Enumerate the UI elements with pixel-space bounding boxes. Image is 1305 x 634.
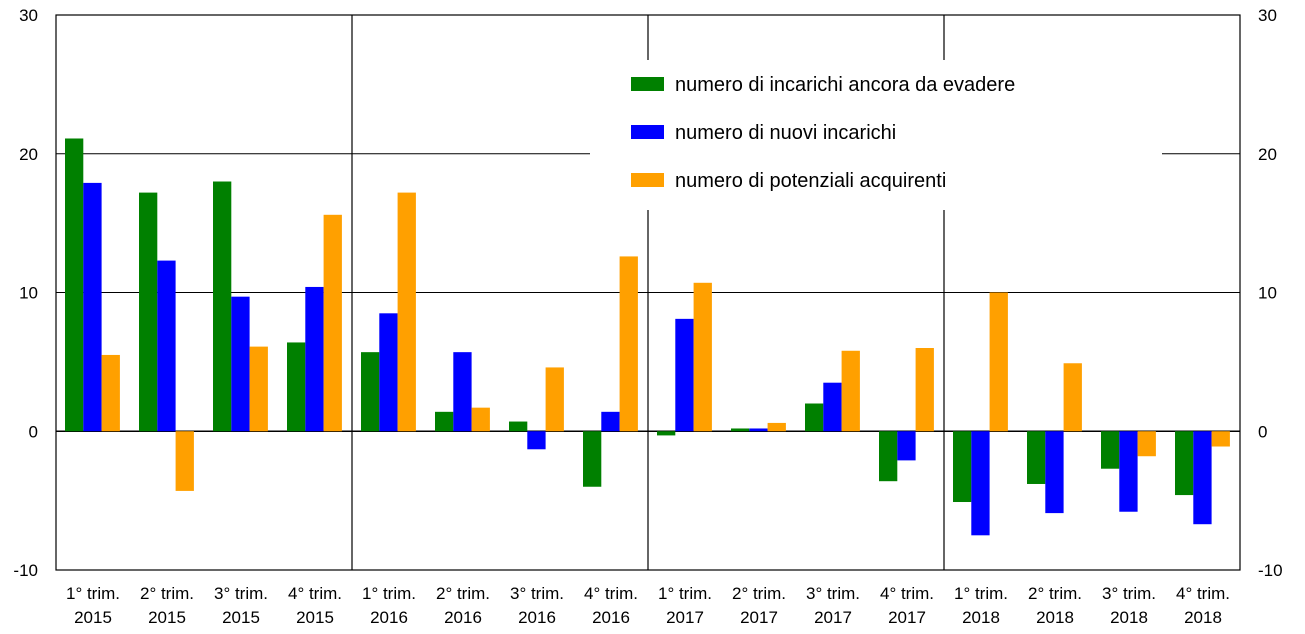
bar-series-2-cat-10: [749, 428, 768, 432]
bar-series-1-cat-12: [879, 431, 898, 482]
bar-series-1-cat-7: [509, 421, 528, 432]
bar-series-2-cat-2: [157, 260, 176, 432]
bar-series-3-cat-6: [471, 407, 490, 432]
x-tick-label: 2° trim. 2017: [732, 584, 786, 627]
legend-label: numero di nuovi incarichi: [675, 122, 896, 144]
legend-swatch: [631, 173, 664, 187]
bar-series-3-cat-7: [545, 367, 564, 432]
bar-series-2-cat-9: [675, 318, 694, 432]
bar-series-3-cat-14: [1063, 363, 1082, 432]
bar-series-1-cat-8: [583, 431, 602, 487]
y-axis-right: -10 0 10 20 30: [1258, 6, 1283, 580]
legend-swatch: [631, 77, 664, 91]
x-tick-label: 1° trim. 2015: [66, 584, 120, 627]
y-axis-left: -10 0 10 20 30: [13, 6, 38, 580]
x-tick-label: 3° trim. 2018: [1102, 584, 1156, 627]
x-tick-label: 4° trim. 2018: [1176, 584, 1230, 627]
bar-series-2-cat-16: [1193, 431, 1212, 525]
bar-series-1-cat-16: [1175, 431, 1194, 496]
bar-series-1-cat-3: [213, 181, 232, 432]
bar-series-2-cat-5: [379, 313, 398, 432]
bar-series-3-cat-3: [249, 346, 268, 432]
x-tick-label: 2° trim. 2016: [436, 584, 490, 627]
x-tick-label: 3° trim. 2016: [510, 584, 564, 627]
x-axis: 1° trim. 2015 2° trim. 2015 3° trim. 2015 4° t…: [66, 584, 1230, 627]
legend: numero di incarichi ancora da evadere num…: [590, 60, 1162, 210]
bar-series-1-cat-4: [287, 342, 306, 432]
y-tick-left: -10: [13, 561, 38, 580]
x-tick-label: 2° trim. 2018: [1028, 584, 1082, 627]
bar-series-3-cat-5: [397, 192, 416, 432]
bar-series-3-cat-10: [767, 422, 786, 432]
legend-label: numero di potenziali acquirenti: [675, 170, 946, 192]
bar-series-2-cat-14: [1045, 431, 1064, 514]
x-tick-label: 3° trim. 2015: [214, 584, 268, 627]
bar-series-1-cat-15: [1101, 431, 1120, 469]
bar-series-2-cat-4: [305, 286, 324, 432]
bar-series-3-cat-4: [323, 214, 342, 432]
legend-swatch: [631, 125, 664, 139]
bar-series-2-cat-1: [83, 182, 102, 432]
bar-series-1-cat-14: [1027, 431, 1046, 484]
bar-series-3-cat-8: [619, 256, 638, 432]
x-tick-label: 1° trim. 2017: [658, 584, 712, 627]
legend-background: [590, 60, 1162, 210]
x-tick-label: 2° trim. 2015: [140, 584, 194, 627]
bar-series-2-cat-3: [231, 296, 250, 432]
bar-series-3-cat-13: [989, 292, 1008, 432]
y-tick-right: -10: [1258, 561, 1283, 580]
y-tick-right: 0: [1258, 422, 1267, 441]
bar-series-2-cat-11: [823, 382, 842, 432]
bar-series-2-cat-15: [1119, 431, 1138, 512]
x-tick-label: 3° trim. 2017: [806, 584, 860, 627]
y-tick-right: 10: [1258, 284, 1277, 303]
bar-series-1-cat-1: [65, 138, 84, 432]
bar-series-2-cat-7: [527, 431, 546, 450]
y-tick-right: 30: [1258, 6, 1277, 25]
bar-series-1-cat-5: [361, 352, 380, 432]
bar-series-3-cat-9: [693, 282, 712, 432]
bar-series-3-cat-11: [841, 350, 860, 432]
bar-series-3-cat-1: [101, 354, 120, 432]
legend-label: numero di incarichi ancora da evadere: [675, 74, 1015, 96]
bar-series-2-cat-8: [601, 411, 620, 432]
y-tick-left: 30: [19, 6, 38, 25]
x-tick-label: 4° trim. 2016: [584, 584, 638, 627]
x-tick-label: 1° trim. 2018: [954, 584, 1008, 627]
x-tick-label: 4° trim. 2017: [880, 584, 934, 627]
y-tick-left: 0: [29, 422, 38, 441]
y-tick-right: 20: [1258, 145, 1277, 164]
bar-series-3-cat-15: [1137, 431, 1156, 457]
bar-series-2-cat-12: [897, 431, 916, 461]
bar-series-1-cat-2: [139, 192, 158, 432]
bar-series-2-cat-6: [453, 352, 472, 432]
bar-series-1-cat-9: [657, 431, 676, 436]
bar-series-1-cat-6: [435, 411, 454, 432]
bars: [65, 138, 1230, 536]
x-tick-label: 4° trim. 2015: [288, 584, 342, 627]
bar-series-3-cat-2: [175, 431, 194, 491]
bar-series-1-cat-10: [731, 428, 750, 432]
y-tick-left: 20: [19, 145, 38, 164]
y-tick-left: 10: [19, 284, 38, 303]
bar-series-3-cat-16: [1211, 431, 1230, 447]
bar-series-3-cat-12: [915, 348, 934, 432]
bar-series-1-cat-13: [953, 431, 972, 503]
bar-series-1-cat-11: [805, 403, 824, 432]
x-tick-label: 1° trim. 2016: [362, 584, 416, 627]
bar-series-2-cat-13: [971, 431, 990, 536]
